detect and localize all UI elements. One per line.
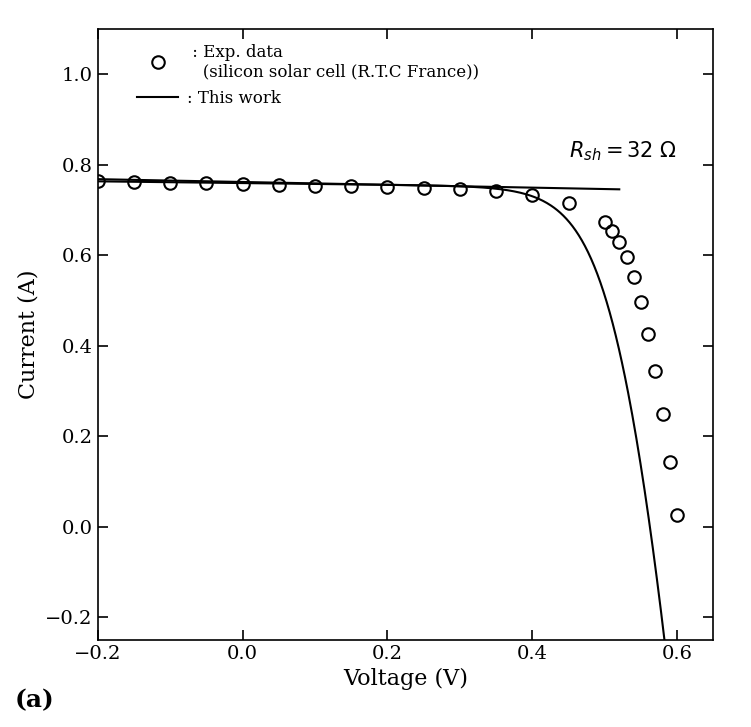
Y-axis label: Current (A): Current (A)	[18, 270, 40, 399]
Text: (a): (a)	[15, 688, 55, 712]
Text: $R_{sh} = 32\ \Omega$: $R_{sh} = 32\ \Omega$	[569, 140, 677, 163]
X-axis label: Voltage (V): Voltage (V)	[343, 668, 468, 690]
Legend:  : Exp. data
   (silicon solar cell (R.T.C France)), : This work: : Exp. data (silicon solar cell (R.T.C F…	[137, 44, 479, 107]
